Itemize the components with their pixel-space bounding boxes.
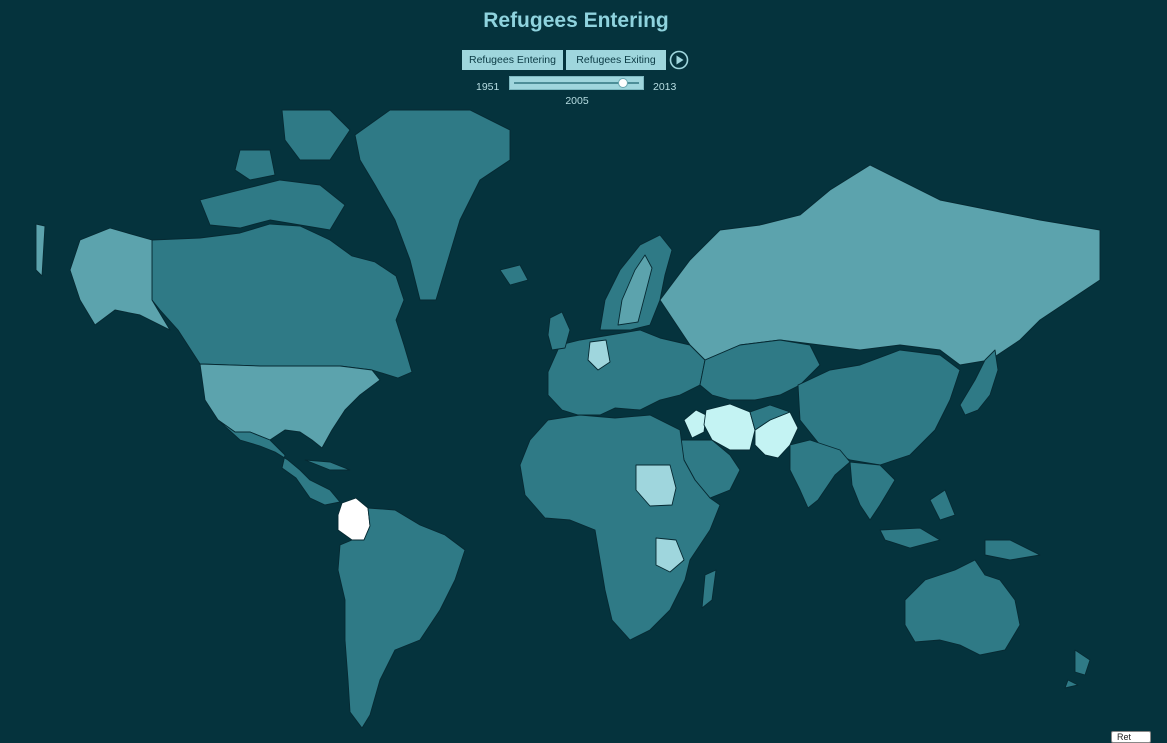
year-slider[interactable]: [509, 76, 644, 90]
region-syria[interactable]: [683, 409, 707, 439]
region-central-asia[interactable]: [699, 339, 821, 401]
year-min-label: 1951: [476, 81, 500, 93]
region-arctic-islands[interactable]: [199, 109, 351, 231]
region-southeast-asia[interactable]: [849, 461, 956, 549]
slider-thumb[interactable]: [617, 78, 628, 88]
region-greenland[interactable]: [354, 109, 511, 301]
world-map: [35, 109, 1101, 729]
region-afghanistan[interactable]: [749, 404, 791, 431]
page-title: Refugees Entering: [483, 9, 669, 32]
refugees-exiting-button[interactable]: Refugees Exiting: [566, 50, 666, 70]
year-current-label: 2005: [565, 95, 589, 107]
region-india[interactable]: [789, 439, 851, 509]
region-united-states[interactable]: [199, 363, 381, 449]
region-europe[interactable]: [547, 329, 706, 416]
play-icon[interactable]: [669, 50, 689, 70]
region-australia[interactable]: [904, 559, 1021, 656]
region-alaska[interactable]: [69, 227, 171, 331]
region-colombia[interactable]: [337, 497, 371, 541]
corner-button[interactable]: Ret: [1111, 731, 1151, 743]
slider-line: [514, 82, 639, 84]
refugees-entering-button[interactable]: Refugees Entering: [462, 50, 563, 70]
region-cuba[interactable]: [304, 459, 351, 471]
region-south-america[interactable]: [337, 507, 466, 729]
region-uk[interactable]: [547, 311, 571, 351]
region-iran[interactable]: [703, 403, 756, 451]
year-max-label: 2013: [653, 81, 677, 93]
region-japan[interactable]: [959, 349, 999, 416]
region-new-zealand[interactable]: [1064, 649, 1091, 689]
region-alaska-west[interactable]: [35, 223, 46, 277]
region-sweden[interactable]: [617, 254, 653, 326]
region-sudan[interactable]: [635, 464, 677, 507]
region-mexico[interactable]: [217, 419, 341, 506]
region-iceland[interactable]: [499, 264, 529, 286]
region-madagascar[interactable]: [701, 569, 717, 609]
region-russia[interactable]: [659, 164, 1101, 366]
region-papua[interactable]: [984, 539, 1041, 561]
region-germany[interactable]: [587, 339, 611, 371]
region-tanzania[interactable]: [655, 537, 685, 573]
region-canada[interactable]: [151, 223, 413, 379]
